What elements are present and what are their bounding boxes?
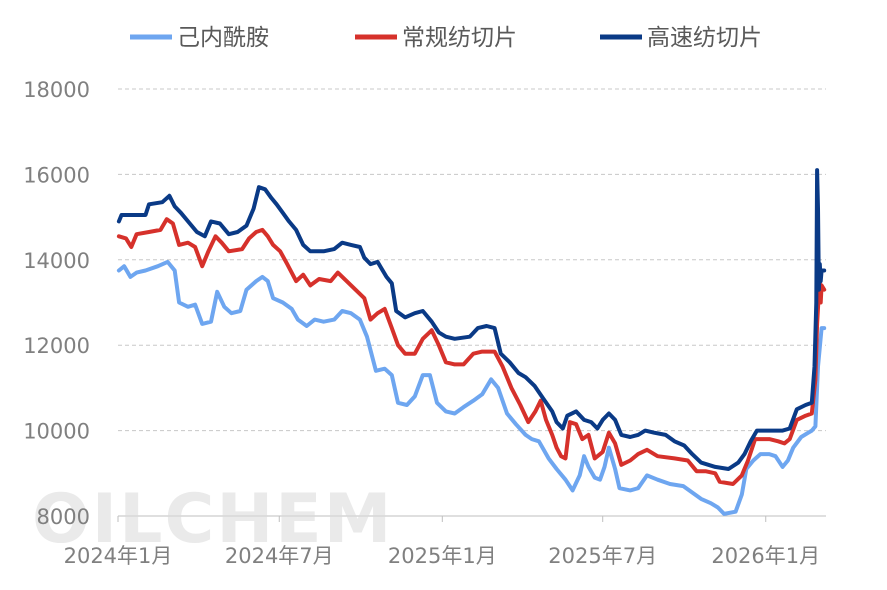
x-tick-label: 2024年7月 xyxy=(225,544,334,568)
gridlines xyxy=(118,88,826,517)
x-axis-tick-labels: 2024年1月 2024年7月 2025年1月 2025年7月 2026年1月 xyxy=(64,516,820,568)
x-tick-label: 2025年7月 xyxy=(548,544,657,568)
series-line-2 xyxy=(116,217,827,486)
y-tick-label: 18000 xyxy=(23,78,90,102)
y-tick-label: 16000 xyxy=(23,163,90,187)
legend: 己内酰胺 常规纺切片 高速纺切片 xyxy=(130,25,762,51)
x-tick-label: 2026年1月 xyxy=(711,544,820,568)
y-tick-label: 10000 xyxy=(23,420,90,444)
series-lines xyxy=(116,168,827,516)
legend-label: 高速纺切片 xyxy=(647,25,762,51)
y-axis-tick-labels: 8000 10000 12000 14000 16000 18000 xyxy=(23,78,90,529)
x-tick-label: 2025年1月 xyxy=(388,544,497,568)
legend-label: 常规纺切片 xyxy=(402,25,517,51)
legend-label: 己内酰胺 xyxy=(177,25,269,51)
series-line-1 xyxy=(116,259,827,516)
watermark-logo: OILCHEM xyxy=(32,480,393,559)
y-tick-label: 14000 xyxy=(23,249,90,273)
series-line-3 xyxy=(116,168,827,471)
y-tick-label: 8000 xyxy=(37,505,90,529)
x-tick-label: 2024年1月 xyxy=(64,544,173,568)
y-tick-label: 12000 xyxy=(23,334,90,358)
